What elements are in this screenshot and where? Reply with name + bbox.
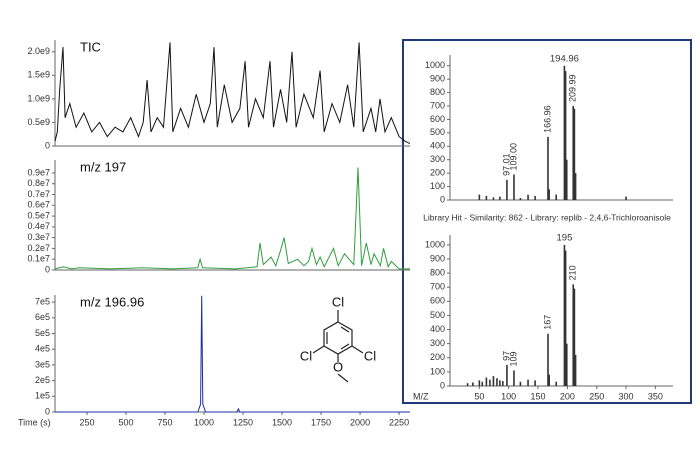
y-tick-label: 500 (430, 127, 445, 137)
x-tick-label: 150 (531, 391, 546, 401)
y-tick-label: 700 (430, 100, 445, 110)
bond (312, 345, 325, 354)
atom-label: Cl (364, 348, 376, 363)
y-tick-label: 0 (45, 406, 50, 416)
bond (340, 326, 350, 333)
peak-label: 97 (501, 351, 511, 361)
y-tick-label: 2.0e9 (27, 46, 50, 56)
x-tick-label: 100 (501, 391, 516, 401)
peak-label: 209.99 (568, 74, 578, 102)
bond (340, 343, 350, 350)
y-tick-label: 0.4e7 (27, 221, 50, 231)
y-tick-label: 1000 (425, 60, 445, 70)
trace (54, 167, 410, 270)
x-tick-label: 1250 (233, 417, 253, 427)
y-tick-label: 500 (430, 310, 445, 320)
y-tick-label: 0.2e7 (27, 243, 50, 253)
x-tick-label: 2000 (350, 417, 370, 427)
ring (323, 321, 353, 355)
y-tick-label: 0 (45, 264, 50, 274)
y-tick-label: 200 (430, 168, 445, 178)
y-tick-label: 400 (430, 324, 445, 334)
y-tick-label: 0 (45, 140, 50, 150)
y-tick-label: 1000 (425, 239, 445, 249)
bond (351, 345, 364, 354)
atom-label: Cl (300, 348, 312, 363)
y-tick-label: 0.6e7 (27, 200, 50, 210)
y-tick-label: 0.1e7 (27, 254, 50, 264)
atom-label: O (333, 359, 343, 374)
x-tick-label: 300 (619, 391, 634, 401)
y-tick-label: 100 (430, 181, 445, 191)
y-tick-label: 1.5e9 (27, 70, 50, 80)
chart-title: TIC (80, 39, 101, 54)
chart-title: m/z 196.96 (80, 294, 144, 309)
y-tick-label: 800 (430, 267, 445, 277)
y-tick-label: 0.8e7 (27, 178, 50, 188)
y-tick-label: 7e5 (35, 296, 50, 306)
y-tick-label: 6e5 (35, 312, 50, 322)
x-tick-label: 500 (118, 417, 133, 427)
x-tick-label: 2250 (389, 417, 409, 427)
y-tick-label: 0 (440, 194, 445, 204)
x-tick-label: 1750 (311, 417, 331, 427)
y-tick-label: 3e5 (35, 359, 50, 369)
x-tick-label: 250 (589, 391, 604, 401)
y-tick-label: 700 (430, 282, 445, 292)
y-tick-label: 0.3e7 (27, 232, 50, 242)
y-tick-label: 600 (430, 296, 445, 306)
x-tick-label: 250 (79, 417, 94, 427)
y-tick-label: 900 (430, 74, 445, 84)
y-tick-label: 4e5 (35, 344, 50, 354)
y-tick-label: 400 (430, 141, 445, 151)
x-tick-label: 350 (648, 391, 663, 401)
y-tick-label: 800 (430, 87, 445, 97)
peak-label: 210 (568, 265, 578, 280)
molecule (312, 310, 364, 383)
y-tick-label: 0.9e7 (27, 167, 50, 177)
peak-label: 194.96 (550, 53, 579, 64)
y-tick-label: 0.5e9 (27, 117, 50, 127)
y-tick-label: 600 (430, 114, 445, 124)
trace (54, 42, 411, 145)
y-tick-label: 900 (430, 253, 445, 263)
x-tick-label: 200 (560, 391, 575, 401)
atom-label: Cl (332, 294, 344, 309)
x-axis-label: Time (s) (18, 417, 51, 427)
chart-title: Library Hit - Similarity: 862 - Library:… (423, 212, 671, 222)
peak-label: 195 (557, 232, 573, 243)
bond (337, 373, 349, 383)
y-tick-label: 0 (440, 380, 445, 390)
peak-label: 97.01 (501, 153, 511, 176)
x-tick-label: 1000 (194, 417, 214, 427)
y-tick-label: 300 (430, 154, 445, 164)
peak-label: 166.96 (542, 105, 552, 133)
x-axis-label: M/Z (413, 391, 429, 401)
x-tick-label: 1500 (272, 417, 292, 427)
y-tick-label: 0.7e7 (27, 189, 50, 199)
y-tick-label: 100 (430, 366, 445, 376)
y-tick-label: 1e5 (35, 391, 50, 401)
trace (55, 295, 410, 413)
y-tick-label: 0.5e7 (27, 210, 50, 220)
y-tick-label: 300 (430, 338, 445, 348)
y-tick-label: 1.0e9 (27, 93, 50, 103)
chart-title: m/z 197 (80, 159, 126, 174)
peak-label: 109.00 (508, 143, 518, 171)
y-tick-label: 2e5 (35, 375, 50, 385)
y-tick-label: 5e5 (35, 328, 50, 338)
x-tick-label: 50 (474, 391, 484, 401)
peak-label: 109 (508, 351, 518, 366)
y-tick-label: 200 (430, 352, 445, 362)
x-tick-label: 750 (157, 417, 172, 427)
peak-label: 167 (542, 315, 552, 330)
spectra-frame (402, 39, 692, 404)
